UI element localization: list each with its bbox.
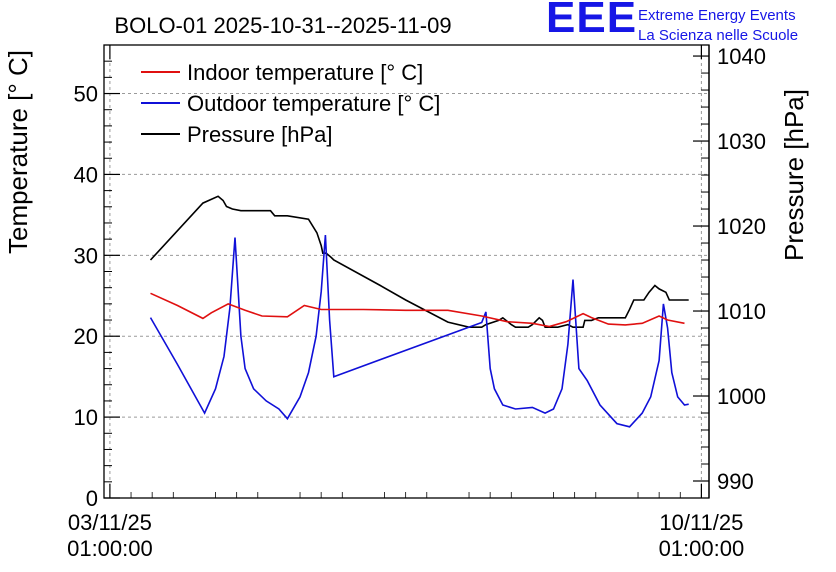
y-tick-label-left: 30 xyxy=(74,243,98,268)
y-tick-label-right: 1030 xyxy=(717,129,766,154)
y-tick-label-left: 0 xyxy=(86,486,98,511)
y-tick-label-left: 10 xyxy=(74,405,98,430)
series-layer xyxy=(149,195,689,428)
legend-label-outdoor: Outdoor temperature [° C] xyxy=(187,91,440,116)
logo-line-1: Extreme Energy Events xyxy=(638,7,796,24)
legend: Indoor temperature [° C] Outdoor tempera… xyxy=(141,60,440,147)
chart-title: BOLO-01 2025-10-31--2025-11-09 xyxy=(114,13,451,38)
series-line-outdoor-temperature xyxy=(149,235,689,428)
legend-label-indoor: Indoor temperature [° C] xyxy=(187,60,423,85)
y-tick-label-right: 1010 xyxy=(717,299,766,324)
x-tick-label-time: 01:00:00 xyxy=(67,536,153,561)
axes: 010203040509901000101010201030104003/11/… xyxy=(67,44,766,561)
y-tick-label-right: 1040 xyxy=(717,44,766,69)
grid xyxy=(104,45,709,498)
y-tick-label-right: 1020 xyxy=(717,214,766,239)
x-tick-label-date: 10/11/25 xyxy=(659,510,743,535)
logo-line-2: La Scienza nelle Scuole xyxy=(638,27,799,44)
series-line-pressure xyxy=(149,195,689,329)
legend-label-pressure: Pressure [hPa] xyxy=(187,122,333,147)
eee-logo: EEE Extreme Energy Events La Scienza nel… xyxy=(546,0,836,46)
x-tick-label-time: 01:00:00 xyxy=(659,536,745,561)
y-tick-label-left: 40 xyxy=(74,162,98,187)
y-axis-label-right: Pressure [hPa] xyxy=(779,89,809,261)
y-tick-label-left: 20 xyxy=(74,324,98,349)
series-line-indoor-temperature xyxy=(150,292,685,328)
y-tick-label-left: 50 xyxy=(74,82,98,107)
x-tick-label-date: 03/11/25 xyxy=(68,510,152,535)
y-tick-label-right: 990 xyxy=(717,469,754,494)
y-tick-label-right: 1000 xyxy=(717,384,766,409)
logo-mark: EEE xyxy=(546,0,638,42)
y-axis-label-left: Temperature [° C] xyxy=(3,50,33,254)
